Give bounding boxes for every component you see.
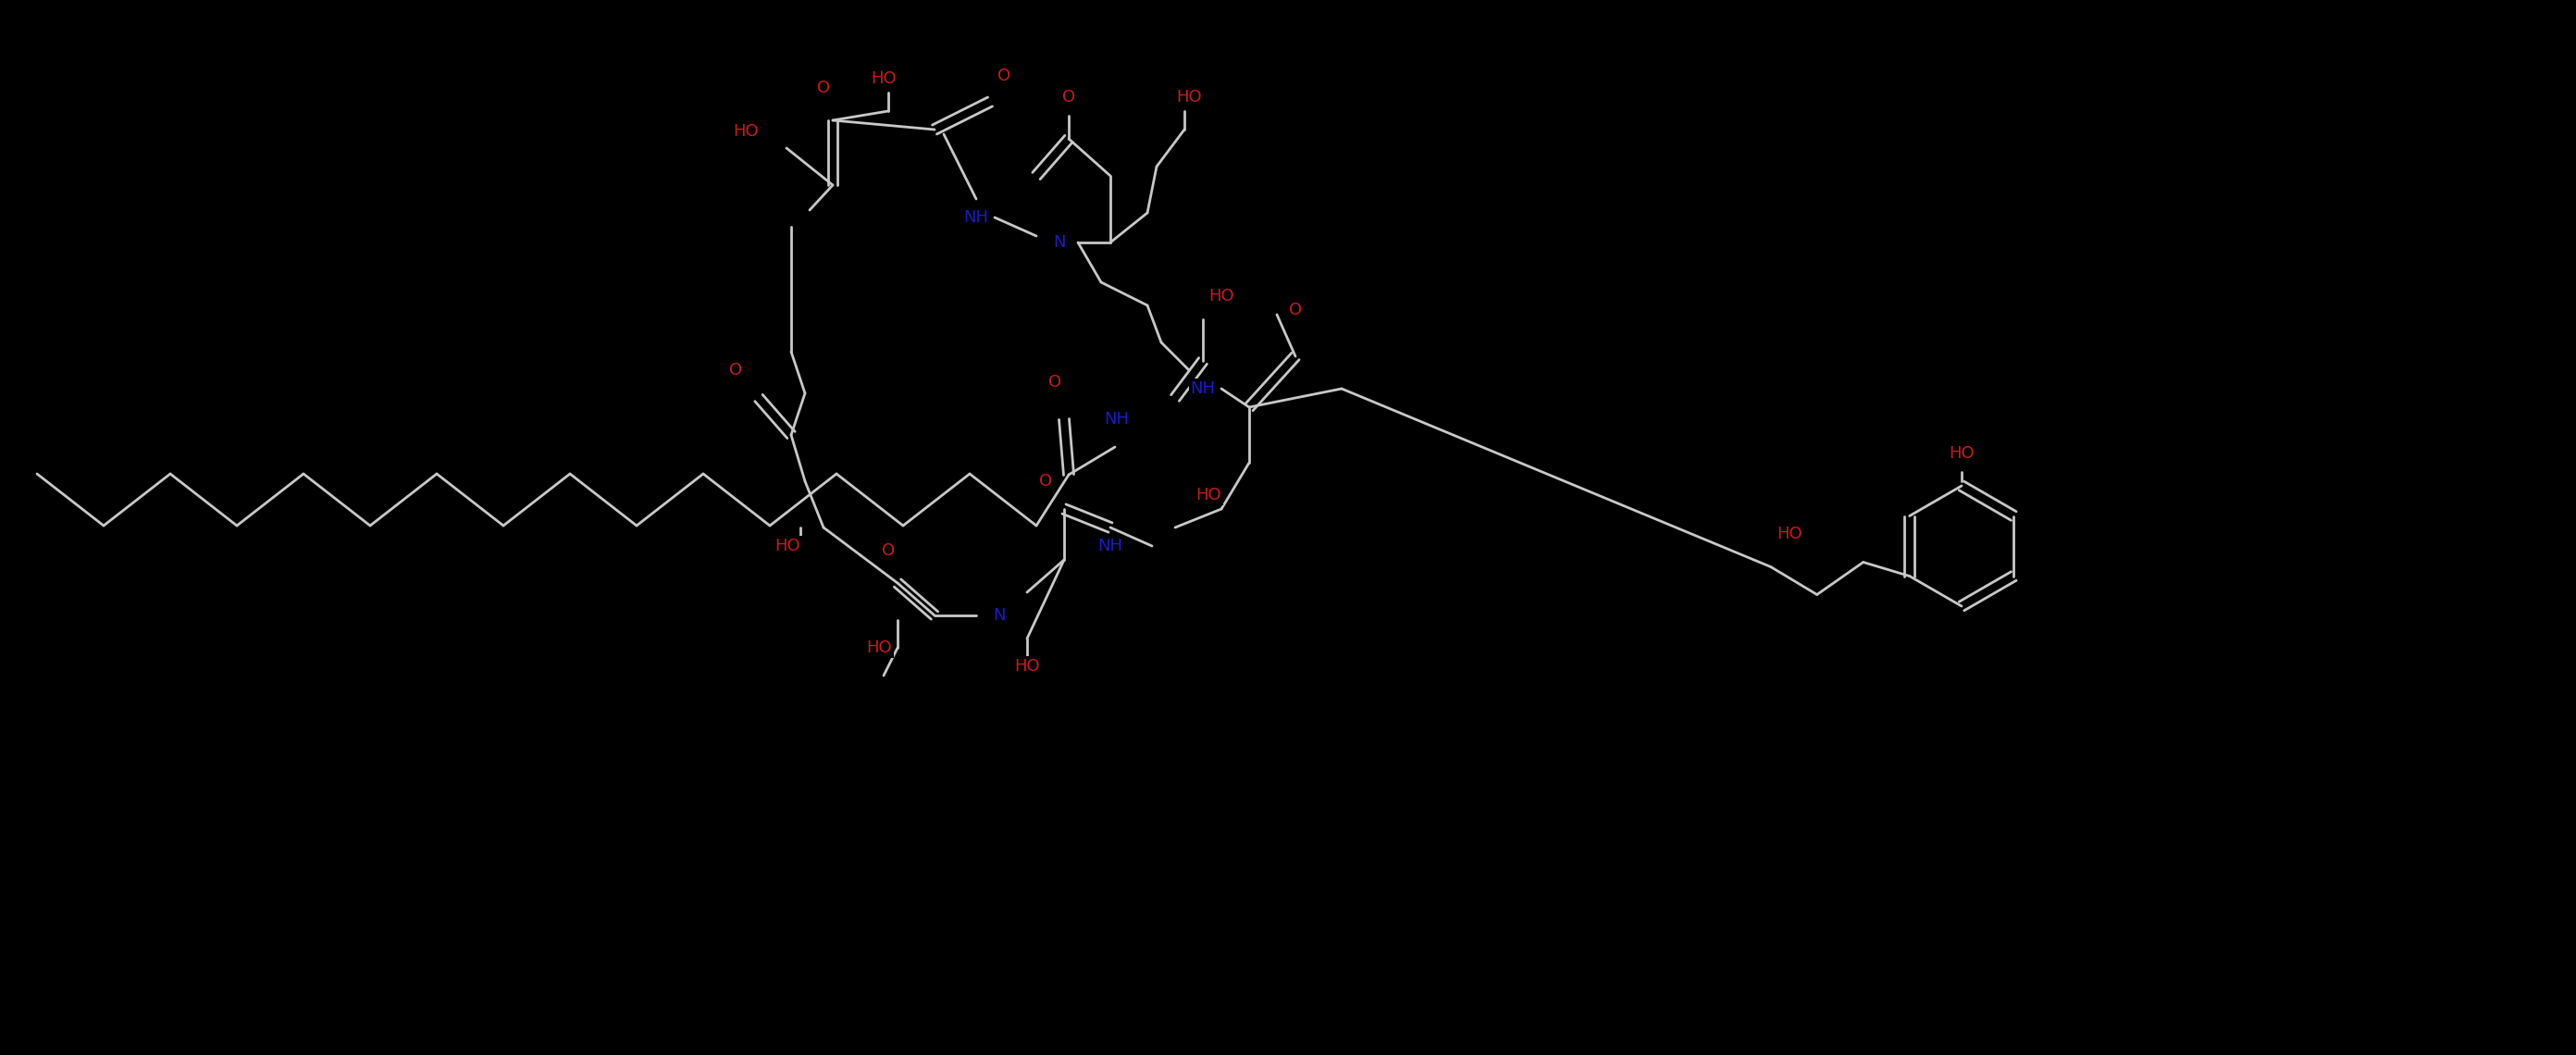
Text: NH: NH (1097, 538, 1123, 554)
Text: N: N (1054, 234, 1066, 251)
Text: NH: NH (1105, 410, 1128, 427)
Text: O: O (997, 68, 1010, 84)
Text: HO: HO (1777, 526, 1803, 542)
Text: N: N (994, 607, 1005, 624)
Text: HO: HO (1950, 445, 1973, 462)
Text: NH: NH (963, 209, 989, 226)
Text: HO: HO (871, 71, 896, 87)
Text: HO: HO (1195, 486, 1221, 503)
Text: O: O (1048, 373, 1061, 390)
Text: HO: HO (866, 639, 891, 656)
Text: O: O (1061, 89, 1074, 106)
Text: O: O (1038, 473, 1051, 490)
Text: O: O (729, 362, 742, 379)
Text: HO: HO (1015, 658, 1041, 674)
Text: HO: HO (734, 123, 760, 139)
Text: O: O (881, 542, 894, 559)
Text: O: O (817, 79, 829, 96)
Text: HO: HO (775, 538, 801, 554)
Text: HO: HO (1177, 89, 1203, 106)
Text: NH: NH (1190, 381, 1216, 397)
Text: HO: HO (1208, 288, 1234, 305)
Text: O: O (1288, 302, 1301, 319)
